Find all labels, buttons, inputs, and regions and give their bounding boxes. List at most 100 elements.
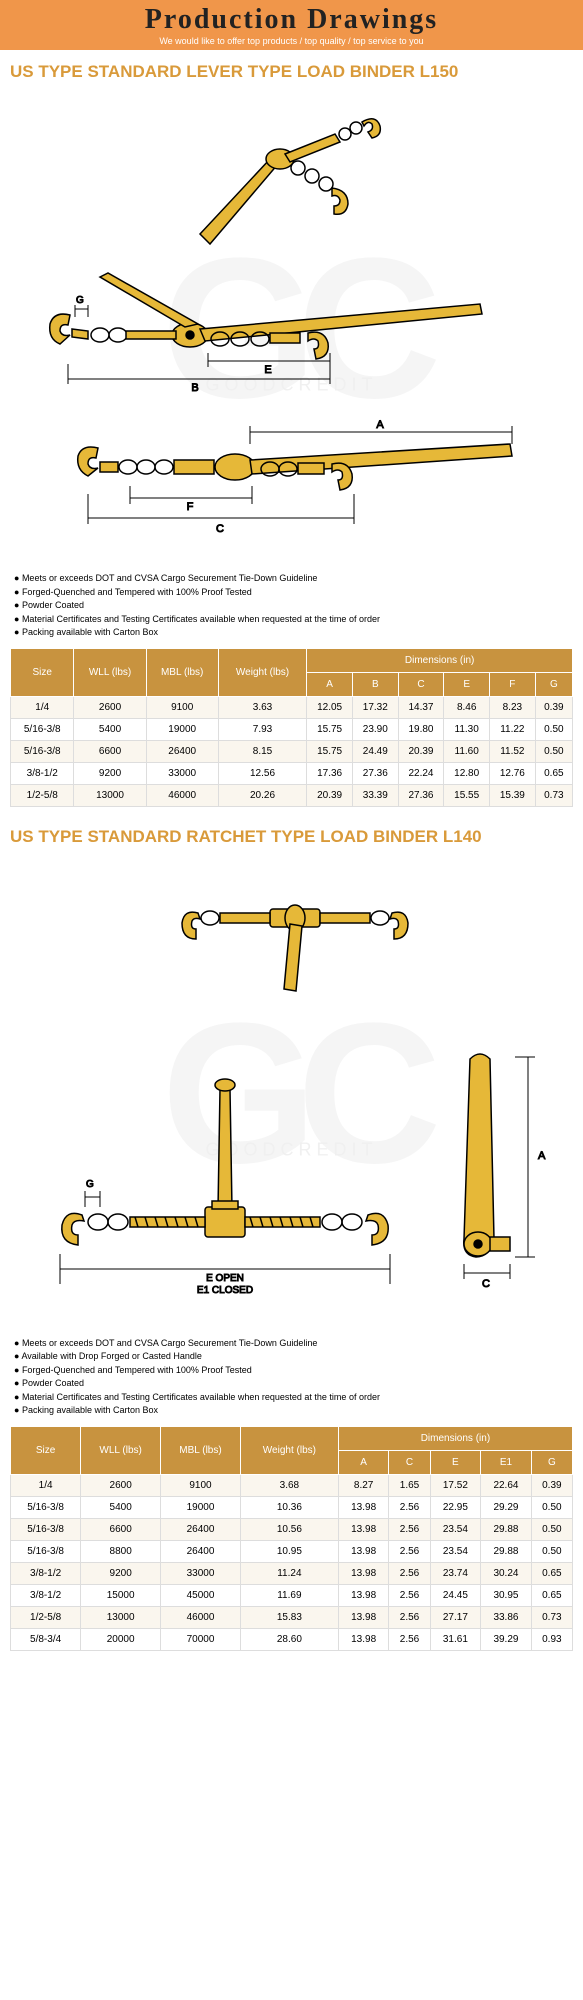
bullet-item: Packing available with Carton Box [14, 1404, 573, 1418]
table-cell: 2.56 [389, 1518, 430, 1540]
table-cell: 23.54 [430, 1518, 481, 1540]
col-mbl2: MBL (lbs) [161, 1426, 241, 1474]
product1-table: Size WLL (lbs) MBL (lbs) Weight (lbs) Di… [10, 648, 573, 807]
product1-section: US TYPE STANDARD LEVER TYPE LOAD BINDER … [0, 62, 583, 807]
table-cell: 23.74 [430, 1562, 481, 1584]
table-cell: 8.23 [490, 696, 536, 718]
table-cell: 10.36 [240, 1496, 338, 1518]
table-row: 5/16-3/888002640010.9513.982.5623.5429.8… [11, 1540, 573, 1562]
table-cell: 2.56 [389, 1540, 430, 1562]
table-cell: 45000 [161, 1584, 241, 1606]
table-cell: 13.98 [338, 1540, 389, 1562]
table-cell: 12.56 [218, 762, 307, 784]
bullet-item: Forged-Quenched and Tempered with 100% P… [14, 586, 573, 600]
table-cell: 30.24 [481, 1562, 532, 1584]
table-cell: 8.46 [444, 696, 490, 718]
svg-text:B: B [191, 382, 198, 394]
dim-col: C [398, 672, 444, 696]
dim-col: F [490, 672, 536, 696]
table-cell: 11.69 [240, 1584, 338, 1606]
table-cell: 24.49 [352, 740, 398, 762]
table-cell: 8.27 [338, 1474, 389, 1496]
table-cell: 12.76 [490, 762, 536, 784]
bullet-item: Powder Coated [14, 599, 573, 613]
table-row: 5/16-3/854001900010.3613.982.5622.9529.2… [11, 1496, 573, 1518]
table-cell: 0.65 [531, 1584, 572, 1606]
bullet-item: Meets or exceeds DOT and CVSA Cargo Secu… [14, 1337, 573, 1351]
table-cell: 20.26 [218, 784, 307, 806]
table-row: 5/16-3/866002640010.5613.982.5623.5429.8… [11, 1518, 573, 1540]
lever-binder-perspective-icon [180, 104, 430, 254]
table-cell: 17.52 [430, 1474, 481, 1496]
product2-bullets: Meets or exceeds DOT and CVSA Cargo Secu… [10, 1337, 573, 1418]
bullet-item: Material Certificates and Testing Certif… [14, 1391, 573, 1405]
svg-text:A: A [376, 419, 384, 431]
table-cell: 70000 [161, 1628, 241, 1650]
table-row: 5/8-3/4200007000028.6013.982.5631.6139.2… [11, 1628, 573, 1650]
svg-text:C: C [216, 523, 224, 535]
bullet-item: Forged-Quenched and Tempered with 100% P… [14, 1364, 573, 1378]
product2-table: Size WLL (lbs) MBL (lbs) Weight (lbs) Di… [10, 1426, 573, 1651]
table-cell: 2600 [81, 1474, 161, 1496]
table-cell: 2.56 [389, 1562, 430, 1584]
table-cell: 0.50 [531, 1496, 572, 1518]
col-dimensions2: Dimensions (in) [338, 1426, 572, 1450]
table-cell: 9200 [81, 1562, 161, 1584]
table-cell: 26400 [161, 1518, 241, 1540]
lever-binder-open-icon: G B E [40, 269, 540, 399]
table-cell: 33.39 [352, 784, 398, 806]
table-cell: 5/16-3/8 [11, 1518, 81, 1540]
table-row: 1/2-5/8130004600020.2620.3933.3927.3615.… [11, 784, 573, 806]
table-cell: 19.80 [398, 718, 444, 740]
table-cell: 0.50 [531, 1518, 572, 1540]
table-cell: 1/4 [11, 1474, 81, 1496]
col-weight2: Weight (lbs) [240, 1426, 338, 1474]
table-cell: 0.65 [531, 1562, 572, 1584]
table-cell: 26400 [146, 740, 218, 762]
table-cell: 15.55 [444, 784, 490, 806]
table-cell: 1/2-5/8 [11, 1606, 81, 1628]
table-cell: 12.80 [444, 762, 490, 784]
bullet-item: Available with Drop Forged or Casted Han… [14, 1350, 573, 1364]
table-cell: 22.24 [398, 762, 444, 784]
header-banner: Production Drawings We would like to off… [0, 0, 583, 50]
dim-col: C [389, 1450, 430, 1474]
table-cell: 5/16-3/8 [11, 740, 74, 762]
table-cell: 46000 [161, 1606, 241, 1628]
table-cell: 0.50 [531, 1540, 572, 1562]
table-cell: 6600 [74, 740, 146, 762]
bullet-item: Material Certificates and Testing Certif… [14, 613, 573, 627]
table-cell: 5400 [81, 1496, 161, 1518]
table-row: 1/2-5/8130004600015.8313.982.5627.1733.8… [11, 1606, 573, 1628]
svg-text:G: G [76, 295, 84, 306]
table-cell: 39.29 [481, 1628, 532, 1650]
svg-text:E OPEN: E OPEN [206, 1273, 244, 1284]
table-cell: 13.98 [338, 1518, 389, 1540]
dim-col: B [352, 672, 398, 696]
table-cell: 20000 [81, 1628, 161, 1650]
table-cell: 29.88 [481, 1540, 532, 1562]
table-cell: 24.45 [430, 1584, 481, 1606]
table-cell: 13000 [74, 784, 146, 806]
table-cell: 11.60 [444, 740, 490, 762]
page-subtitle: We would like to offer top products / to… [0, 36, 583, 46]
svg-text:E: E [264, 364, 271, 376]
table-cell: 0.65 [535, 762, 572, 784]
table-cell: 15.83 [240, 1606, 338, 1628]
table-cell: 10.95 [240, 1540, 338, 1562]
table-cell: 2.56 [389, 1496, 430, 1518]
table-cell: 11.22 [490, 718, 536, 740]
table-cell: 23.90 [352, 718, 398, 740]
table-cell: 15000 [81, 1584, 161, 1606]
table-cell: 5/16-3/8 [11, 718, 74, 740]
table-cell: 0.50 [535, 718, 572, 740]
table-cell: 15.75 [307, 718, 353, 740]
table-cell: 13000 [81, 1606, 161, 1628]
table-cell: 26400 [161, 1540, 241, 1562]
col-size: Size [11, 648, 74, 696]
col-wll: WLL (lbs) [74, 648, 146, 696]
dim-col: A [338, 1450, 389, 1474]
table-cell: 17.32 [352, 696, 398, 718]
ratchet-handle-side-icon: A C [430, 1039, 570, 1299]
product2-diagram: GC GOODCREDIT [10, 859, 573, 1329]
